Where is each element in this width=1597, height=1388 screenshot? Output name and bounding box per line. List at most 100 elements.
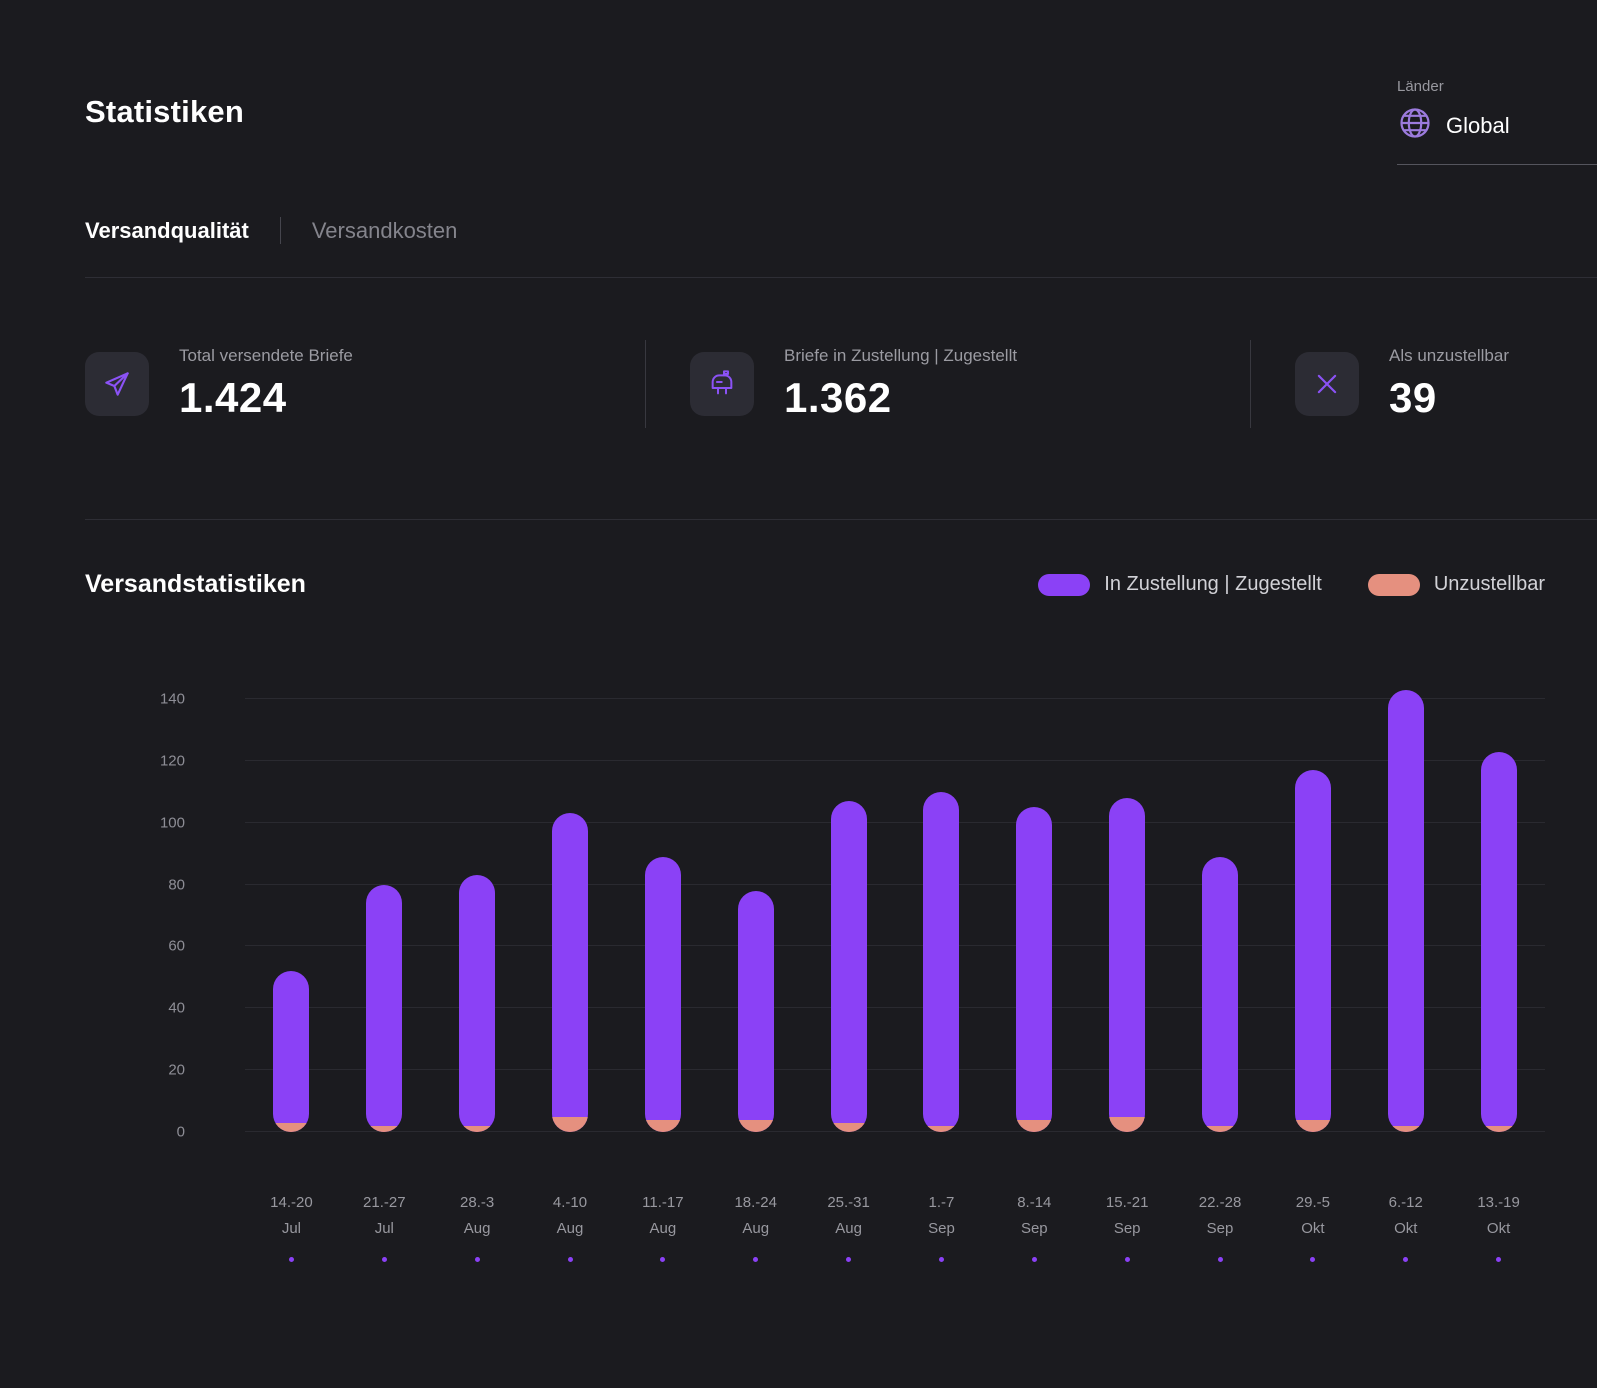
x-axis-category: 29.-5 Okt xyxy=(1266,1190,1359,1262)
bar-column xyxy=(988,807,1081,1132)
chart-bar[interactable] xyxy=(459,875,496,1132)
tab-divider xyxy=(279,217,281,244)
x-axis-category: 21.-27 Jul xyxy=(338,1190,431,1262)
chart-bar[interactable] xyxy=(644,856,681,1132)
chart-legend: In Zustellung | Zugestellt Unzustellbar xyxy=(1038,573,1545,596)
y-axis-tick: 80 xyxy=(168,876,185,894)
stat-card-text: Als unzustellbar 39 xyxy=(1389,346,1509,422)
chart-bar[interactable] xyxy=(1016,807,1053,1132)
chart-bar-undeliverable-segment xyxy=(923,1125,960,1132)
stat-divider xyxy=(1250,340,1251,428)
x-axis-category: 22.-28 Sep xyxy=(1174,1190,1267,1262)
bars-container xyxy=(245,689,1545,1132)
stat-card-total-sent: Total versendete Briefe 1.424 xyxy=(85,346,645,422)
chart-bar-undeliverable-segment xyxy=(1387,1125,1424,1132)
country-selector-label: Länder xyxy=(1397,78,1444,95)
y-axis: 0 20 40 60 80 100 120 140 xyxy=(85,691,245,1141)
gridline xyxy=(245,698,1545,699)
chart-bar-undeliverable-segment xyxy=(737,1119,774,1132)
y-axis-tick: 120 xyxy=(159,752,185,770)
topbar: Statistiken Länder Global xyxy=(0,0,1597,165)
legend-item[interactable]: In Zustellung | Zugestellt xyxy=(1038,573,1322,596)
x-axis-category: 15.-21 Sep xyxy=(1081,1190,1174,1262)
tabs: Versandqualität Versandkosten xyxy=(85,217,1597,244)
x-axis-dot xyxy=(1496,1256,1502,1262)
y-axis-tick: 20 xyxy=(168,1061,185,1079)
gridline xyxy=(245,1131,1545,1132)
country-selector-value: Global xyxy=(1446,112,1510,138)
x-axis-dot xyxy=(753,1256,759,1262)
chart-bar-undeliverable-segment xyxy=(1480,1125,1517,1132)
x-axis-dot xyxy=(1031,1256,1037,1262)
y-axis-tick: 60 xyxy=(168,937,185,955)
globe-icon xyxy=(1397,105,1433,146)
y-axis-tick: 140 xyxy=(159,690,185,708)
divider-under-stats xyxy=(85,519,1597,520)
chart-bar[interactable] xyxy=(1294,770,1331,1132)
country-selector[interactable]: Länder Global xyxy=(1397,78,1597,165)
bar-column xyxy=(431,875,524,1132)
x-axis-category: 14.-20 Jul xyxy=(245,1190,338,1262)
divider-under-tabs xyxy=(85,277,1597,278)
x-axis-dot xyxy=(381,1256,387,1262)
stat-label: Briefe in Zustellung | Zugestellt xyxy=(784,346,1018,365)
bar-column xyxy=(709,890,802,1132)
chart-bar[interactable] xyxy=(1480,751,1517,1132)
x-axis-category: 4.-10 Aug xyxy=(524,1190,617,1262)
y-axis-tick: 100 xyxy=(159,814,185,832)
stat-value: 1.424 xyxy=(179,374,287,421)
x-axis-category: 18.-24 Aug xyxy=(709,1190,802,1262)
chart-bar[interactable] xyxy=(1202,856,1239,1132)
legend-swatch xyxy=(1367,573,1420,596)
bar-column xyxy=(1359,689,1452,1132)
chart-bar-undeliverable-segment xyxy=(644,1119,681,1132)
chart-bar-undeliverable-segment xyxy=(459,1125,496,1132)
stat-card-undeliverable: Als unzustellbar 39 xyxy=(1295,346,1509,422)
chart-bar[interactable] xyxy=(1387,689,1424,1132)
bar-column xyxy=(1174,856,1267,1132)
legend-label: Unzustellbar xyxy=(1433,573,1545,595)
bar-column xyxy=(524,813,617,1132)
stat-label: Total versendete Briefe xyxy=(179,346,353,365)
country-selector-value-row[interactable]: Global xyxy=(1397,105,1597,165)
stat-card-in-delivery: Briefe in Zustellung | Zugestellt 1.362 xyxy=(690,346,1250,422)
chart-bar[interactable] xyxy=(737,890,774,1132)
stat-divider xyxy=(645,340,646,428)
chart-bar[interactable] xyxy=(923,791,960,1132)
chart-bar[interactable] xyxy=(273,971,310,1132)
send-icon xyxy=(85,352,149,416)
bar-column xyxy=(802,801,895,1132)
chart-bar-undeliverable-segment xyxy=(273,1122,310,1132)
mailbox-icon xyxy=(690,352,754,416)
chart-bar[interactable] xyxy=(1109,797,1146,1132)
stat-card-text: Briefe in Zustellung | Zugestellt 1.362 xyxy=(784,346,1017,422)
stat-value: 39 xyxy=(1389,374,1437,421)
x-axis-dot xyxy=(567,1256,573,1262)
tab-versandqualitaet[interactable]: Versandqualität xyxy=(85,217,249,243)
chart-bar[interactable] xyxy=(552,813,588,1132)
x-axis-dot xyxy=(846,1256,852,1262)
x-axis-dot xyxy=(474,1256,480,1262)
chart-bar[interactable] xyxy=(366,884,403,1132)
bar-column xyxy=(895,791,988,1132)
gridline xyxy=(245,883,1545,885)
bar-column xyxy=(245,971,338,1132)
x-axis-dot xyxy=(1124,1256,1130,1262)
gridline xyxy=(245,821,1545,823)
legend-item[interactable]: Unzustellbar xyxy=(1367,573,1545,596)
gridline xyxy=(245,759,1545,761)
chart-bar[interactable] xyxy=(830,801,867,1132)
x-axis-dot xyxy=(1403,1256,1409,1262)
chart-header: Versandstatistiken In Zustellung | Zuges… xyxy=(85,570,1545,599)
chart-section-title: Versandstatistiken xyxy=(85,570,306,598)
chart-bar-undeliverable-segment xyxy=(830,1122,867,1132)
bar-column xyxy=(1266,770,1359,1132)
x-axis-dot xyxy=(1310,1256,1316,1262)
y-axis-tick: 40 xyxy=(168,999,185,1017)
chart-bar-undeliverable-segment xyxy=(1109,1116,1146,1132)
x-axis: 14.-20 Jul 21.-27 Jul 28.-3 Aug 4.-10 Aug 11.-17… xyxy=(85,1190,1545,1262)
bar-column xyxy=(1452,751,1545,1132)
stats-row: Total versendete Briefe 1.424 Briefe in … xyxy=(85,278,1597,486)
x-axis-category: 13.-19 Okt xyxy=(1452,1190,1545,1262)
tab-versandkosten[interactable]: Versandkosten xyxy=(311,217,458,243)
